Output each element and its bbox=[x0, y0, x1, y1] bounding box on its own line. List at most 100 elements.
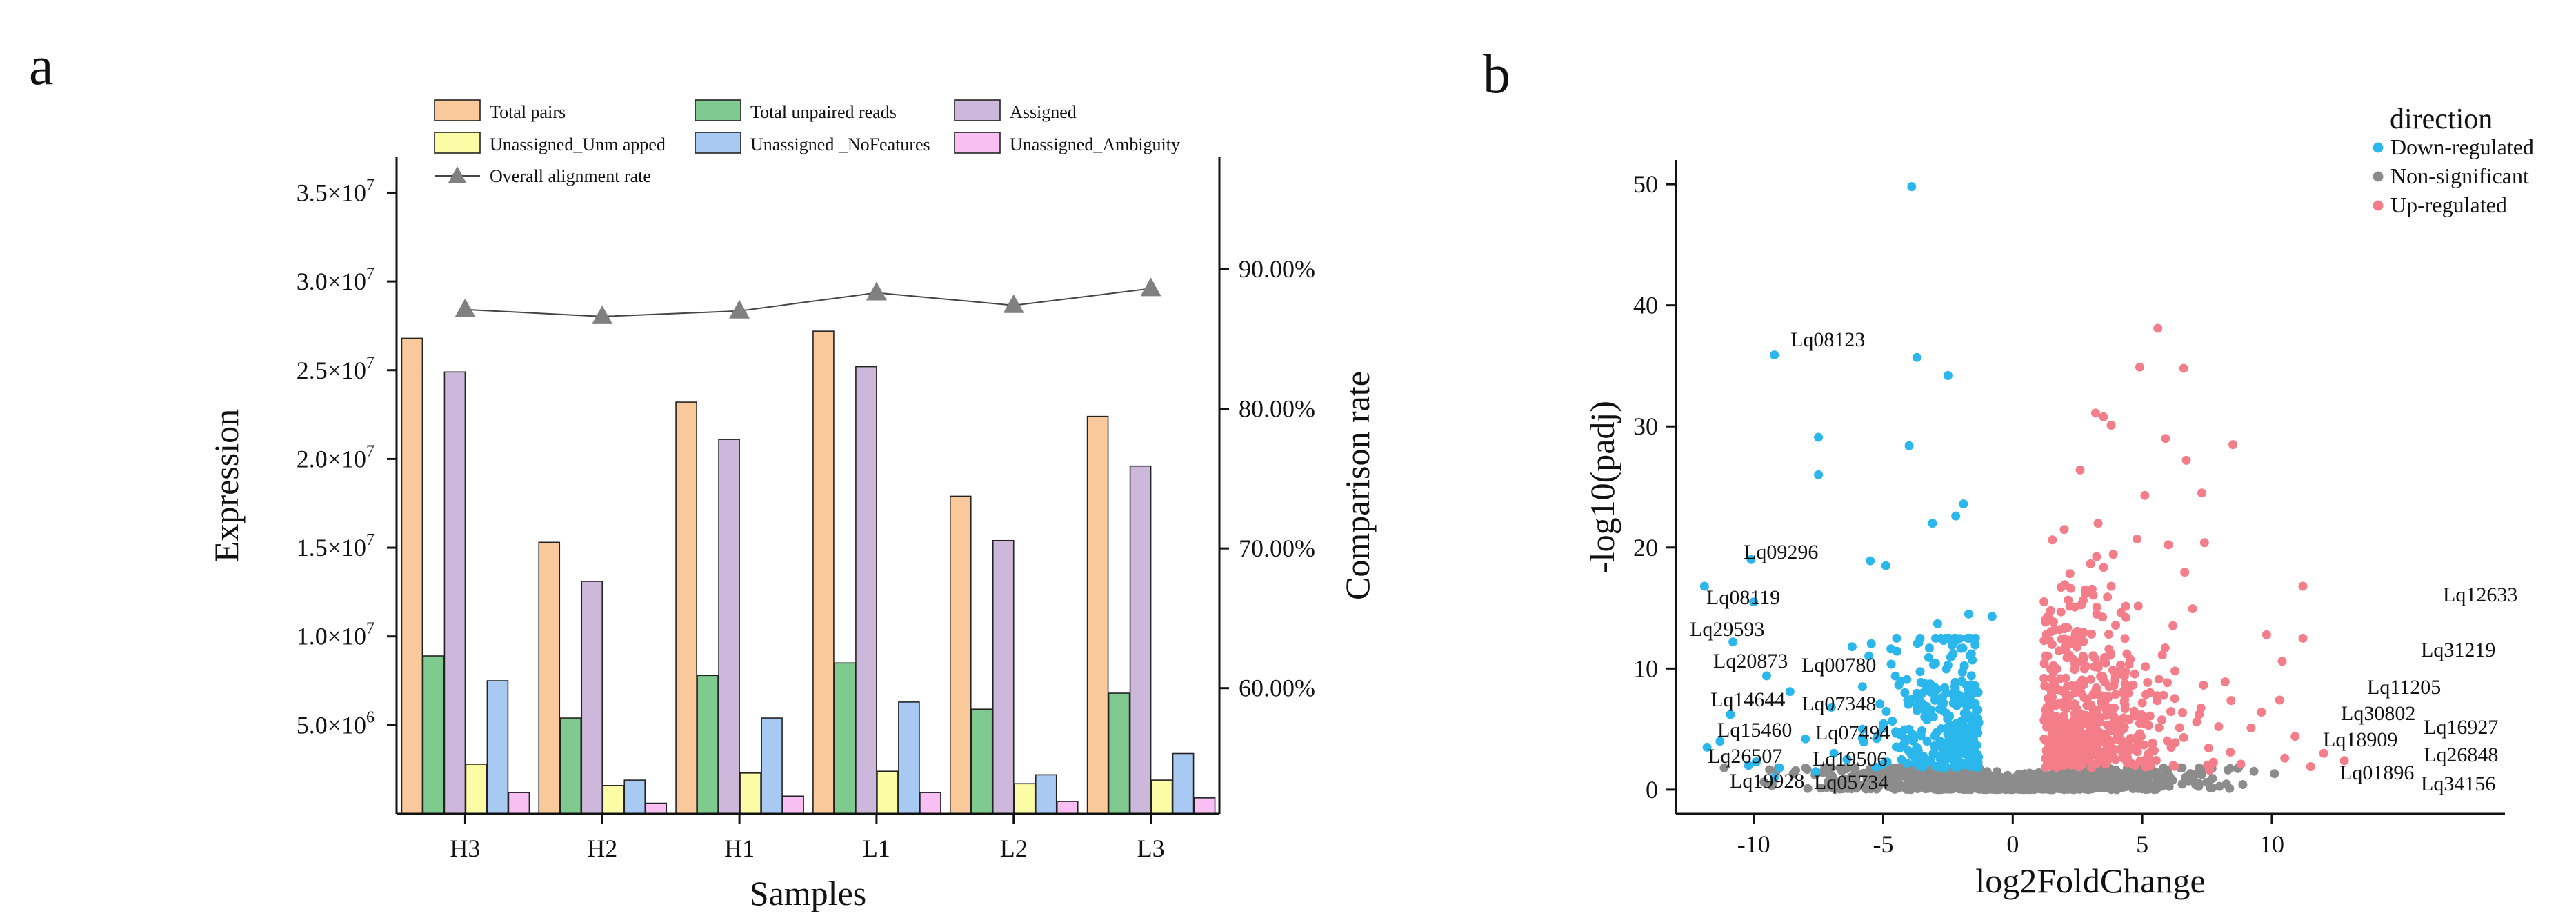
point-up-regulated bbox=[2047, 639, 2057, 649]
bar bbox=[486, 680, 509, 815]
gene-label: Lq34156 bbox=[2421, 772, 2495, 795]
legend-swatch bbox=[954, 99, 1001, 121]
point-up-regulated bbox=[2137, 732, 2146, 741]
point-up-regulated bbox=[2236, 759, 2246, 769]
point-up-regulated bbox=[2042, 761, 2052, 770]
point-non-significant bbox=[1965, 774, 1975, 784]
point-up-regulated bbox=[2111, 690, 2120, 699]
point-up-regulated bbox=[2086, 559, 2095, 568]
point-non-significant bbox=[1989, 774, 1999, 784]
point-down-regulated bbox=[1881, 757, 1890, 767]
point-down-regulated bbox=[1702, 742, 1712, 752]
point-down-regulated bbox=[1965, 633, 1975, 643]
point-up-regulated bbox=[2056, 607, 2066, 617]
point-up-regulated bbox=[2042, 705, 2052, 715]
bar bbox=[834, 662, 856, 815]
bar bbox=[697, 675, 719, 815]
point-non-significant bbox=[1920, 770, 1930, 779]
x-axis-title: Samples bbox=[750, 874, 866, 912]
point-down-regulated bbox=[1959, 499, 1968, 509]
point-down-regulated bbox=[1952, 701, 1961, 710]
point-non-significant bbox=[1906, 776, 1915, 786]
point-up-regulated bbox=[2181, 455, 2191, 465]
point-down-regulated bbox=[1785, 687, 1795, 697]
bar bbox=[401, 337, 423, 815]
point-down-regulated bbox=[1912, 352, 1921, 362]
point-down-regulated bbox=[1915, 633, 1925, 643]
point-up-regulated bbox=[2133, 601, 2143, 611]
y-axis-title: -log10(padj) bbox=[1583, 401, 1621, 573]
point-down-regulated bbox=[1770, 772, 1779, 782]
bar bbox=[782, 795, 804, 815]
point-down-regulated bbox=[1847, 642, 1857, 652]
point-up-regulated bbox=[2157, 715, 2166, 725]
point-up-regulated bbox=[2133, 747, 2142, 757]
legend-marker bbox=[2373, 200, 2384, 211]
x-tick-label: H3 bbox=[450, 835, 480, 862]
legend-marker bbox=[2373, 142, 2384, 153]
point-up-regulated bbox=[2339, 756, 2349, 766]
bar bbox=[761, 717, 783, 815]
point-non-significant bbox=[1766, 781, 1776, 790]
y-tick-label: 5.0×106 bbox=[297, 708, 375, 739]
legend-swatch bbox=[434, 132, 481, 154]
point-up-regulated bbox=[2108, 550, 2118, 559]
point-up-regulated bbox=[2060, 580, 2070, 590]
point-up-regulated bbox=[2319, 748, 2328, 758]
point-non-significant bbox=[2249, 766, 2259, 776]
bar bbox=[855, 366, 877, 815]
bar bbox=[1035, 774, 1057, 815]
point-up-regulated bbox=[2121, 601, 2130, 611]
x-tick-label: L2 bbox=[1000, 835, 1028, 862]
point-non-significant bbox=[1823, 781, 1833, 791]
point-up-regulated bbox=[2147, 739, 2157, 748]
point-up-regulated bbox=[2076, 678, 2086, 688]
point-up-regulated bbox=[2043, 651, 2053, 661]
alignment-rate-point bbox=[729, 299, 750, 319]
point-non-significant bbox=[2270, 769, 2279, 779]
gene-label: Lq29593 bbox=[1690, 618, 1764, 641]
point-non-significant bbox=[2066, 784, 2076, 793]
point-up-regulated bbox=[2137, 698, 2147, 708]
point-up-regulated bbox=[2079, 710, 2089, 720]
point-non-significant bbox=[1801, 763, 1810, 772]
point-up-regulated bbox=[2104, 735, 2113, 745]
point-up-regulated bbox=[2164, 540, 2173, 550]
y-tick-label: 2.5×107 bbox=[297, 354, 375, 384]
point-up-regulated bbox=[2188, 604, 2197, 614]
point-up-regulated bbox=[2161, 434, 2170, 443]
point-up-regulated bbox=[2170, 694, 2179, 704]
point-down-regulated bbox=[1904, 698, 1914, 708]
point-up-regulated bbox=[2101, 759, 2110, 769]
point-down-regulated bbox=[1928, 712, 1938, 721]
point-non-significant bbox=[1791, 766, 1801, 775]
point-non-significant bbox=[2136, 771, 2146, 781]
bar bbox=[465, 764, 488, 815]
point-down-regulated bbox=[1972, 706, 1981, 716]
point-down-regulated bbox=[1829, 748, 1839, 758]
point-up-regulated bbox=[2154, 723, 2164, 732]
point-down-regulated bbox=[1915, 667, 1925, 677]
point-up-regulated bbox=[2140, 490, 2150, 500]
alignment-rate-line-path bbox=[465, 288, 1151, 317]
legend-label: Down-regulated bbox=[2390, 134, 2534, 159]
point-up-regulated bbox=[2040, 681, 2050, 690]
point-up-regulated bbox=[2096, 672, 2106, 681]
point-down-regulated bbox=[1744, 761, 1753, 770]
point-non-significant bbox=[1893, 763, 1902, 772]
y-tick-label: 1.0×107 bbox=[297, 620, 375, 650]
point-non-significant bbox=[2238, 780, 2248, 789]
point-non-significant bbox=[2116, 776, 2126, 785]
point-down-regulated bbox=[1936, 633, 1946, 643]
point-up-regulated bbox=[2104, 630, 2114, 639]
point-up-regulated bbox=[2062, 757, 2072, 766]
point-up-regulated bbox=[2084, 741, 2093, 750]
point-non-significant bbox=[2025, 768, 2035, 778]
point-up-regulated bbox=[2111, 621, 2120, 630]
bar bbox=[559, 717, 582, 815]
y-axis-title: Expression bbox=[207, 409, 246, 562]
legend-swatch bbox=[954, 132, 1001, 154]
points-layer bbox=[1699, 182, 2349, 795]
point-up-regulated bbox=[2087, 749, 2097, 759]
